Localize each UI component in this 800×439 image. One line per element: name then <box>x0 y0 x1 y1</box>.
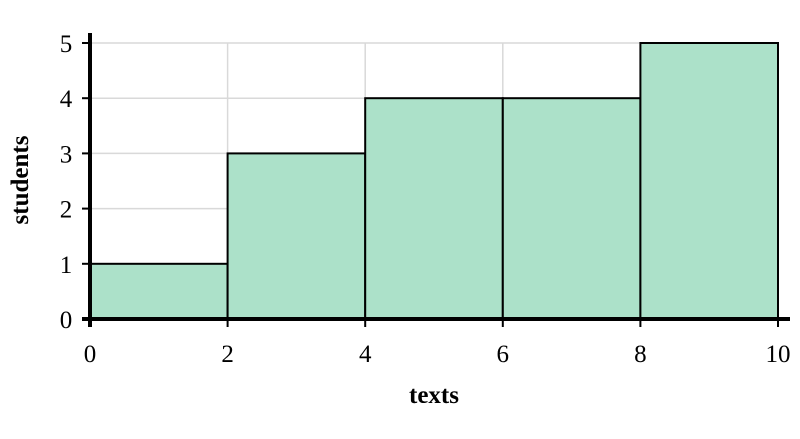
x-axis-ticks: 0 2 4 6 8 10 <box>84 319 791 368</box>
histogram-bars <box>89 42 780 320</box>
x-axis-title: texts <box>409 382 459 409</box>
y-tick-label-3: 3 <box>60 141 73 168</box>
x-tick-label-0: 0 <box>84 341 97 368</box>
histogram-bar-1 <box>226 152 367 320</box>
x-tick-label-5: 10 <box>766 341 791 368</box>
x-tick-label-1: 2 <box>221 341 234 368</box>
axes <box>82 33 790 327</box>
y-tick-label-1: 1 <box>60 252 73 279</box>
x-tick-label-4: 8 <box>634 341 647 368</box>
y-axis-ticks: 0 1 2 3 4 5 <box>60 31 90 334</box>
y-axis-title: students <box>7 135 34 224</box>
x-tick-label-2: 4 <box>359 341 372 368</box>
y-tick-label-5: 5 <box>60 31 73 58</box>
x-tick-label-3: 6 <box>497 341 510 368</box>
y-tick-label-2: 2 <box>60 197 73 224</box>
histogram-bar-0 <box>89 262 229 320</box>
histogram-bar-3 <box>501 97 642 320</box>
histogram-bar-4 <box>639 42 780 320</box>
y-tick-label-4: 4 <box>60 86 73 113</box>
y-tick-label-0: 0 <box>60 307 73 334</box>
histogram-bar-2 <box>364 97 504 320</box>
